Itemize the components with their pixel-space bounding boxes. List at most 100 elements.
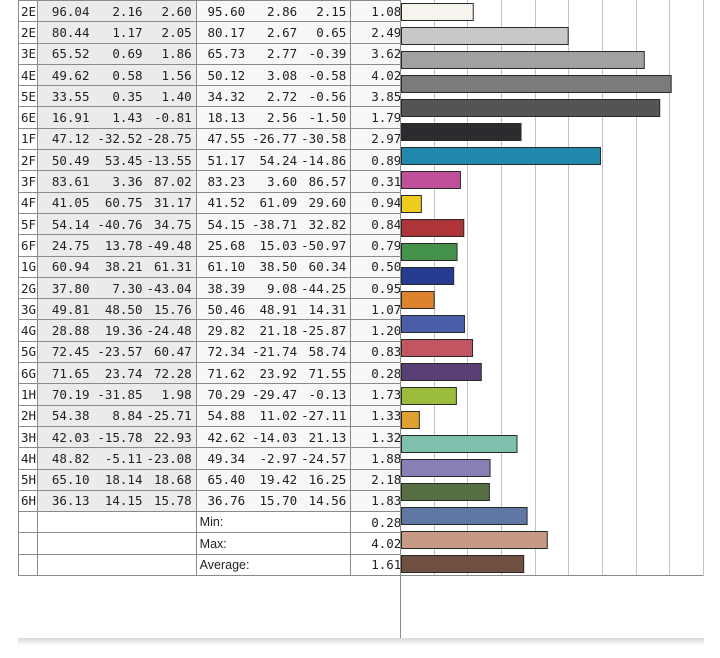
summary-blank-cell — [37, 532, 197, 555]
deltae-bar — [401, 555, 525, 573]
meas-a-cell: -2.97 — [249, 447, 302, 470]
ref-l-cell: 71.65 — [37, 362, 94, 385]
meas-a-cell: -29.47 — [249, 383, 302, 406]
meas-l-cell: 95.60 — [195, 0, 250, 23]
ref-a-cell: 19.36 — [93, 319, 147, 342]
meas-b-cell: 2.15 — [301, 0, 352, 23]
patch-id-cell: 3G — [18, 298, 38, 321]
summary-label: Average: — [195, 553, 352, 577]
ref-l-cell: 33.55 — [37, 85, 94, 108]
deltae-bar — [401, 99, 661, 117]
meas-l-cell: 80.17 — [195, 21, 250, 44]
table-row: 4G 28.88 19.36 -24.48 29.82 21.18 -25.87 1.20 — [18, 319, 407, 342]
table-row: 1F 47.12 -32.52 -28.75 47.55 -26.77 -30.58 2.97 — [18, 127, 407, 151]
deltae-cell: 0.83 — [350, 340, 407, 364]
summary-blank-cell — [18, 511, 38, 534]
patch-id-cell: 5H — [18, 468, 38, 491]
ref-b-cell: 1.40 — [146, 85, 197, 108]
table-row: 2G 37.80 7.30 -43.04 38.39 9.08 -44.25 0.95 — [18, 276, 407, 300]
ref-l-cell: 16.91 — [37, 106, 94, 129]
ref-a-cell: 1.43 — [93, 106, 147, 129]
patch-id-cell: 2H — [18, 404, 38, 427]
meas-a-cell: 61.09 — [249, 191, 302, 214]
ref-a-cell: 0.69 — [93, 42, 147, 65]
meas-l-cell: 71.62 — [195, 362, 250, 385]
deltae-bar-chart — [400, 0, 704, 576]
meas-l-cell: 36.76 — [195, 489, 250, 513]
summary-row: Max: 4.02 — [18, 532, 407, 555]
deltae-cell: 3.62 — [350, 42, 407, 65]
ref-l-cell: 24.75 — [37, 234, 94, 257]
table-row: 6H 36.13 14.15 15.78 36.76 15.70 14.56 1.83 — [18, 489, 407, 513]
deltae-bar — [401, 483, 490, 501]
deltae-cell: 0.94 — [350, 191, 407, 214]
meas-a-cell: 15.70 — [249, 489, 302, 513]
meas-b-cell: 71.55 — [301, 362, 352, 385]
table-row: 6F 24.75 13.78 -49.48 25.68 15.03 -50.97 0.79 — [18, 234, 407, 257]
deltae-bar — [401, 435, 518, 453]
color-patch-table: 2E 96.04 2.16 2.60 95.60 2.86 2.15 1.08 2E 80.44 1… — [18, 0, 407, 577]
ref-l-cell: 65.52 — [37, 42, 94, 65]
summary-value: 4.02 — [350, 532, 407, 555]
meas-l-cell: 18.13 — [195, 106, 250, 129]
patch-id-cell: 5E — [18, 85, 38, 108]
meas-a-cell: 21.18 — [249, 319, 302, 342]
meas-l-cell: 70.29 — [195, 383, 250, 406]
summary-blank-cell — [37, 511, 197, 534]
patch-id-cell: 2F — [18, 149, 38, 172]
ref-l-cell: 41.05 — [37, 191, 94, 214]
meas-b-cell: -50.97 — [301, 234, 352, 257]
ref-l-cell: 36.13 — [37, 489, 94, 513]
ref-a-cell: 48.50 — [93, 298, 147, 321]
ref-l-cell: 80.44 — [37, 21, 94, 44]
meas-b-cell: -24.57 — [301, 447, 352, 470]
meas-l-cell: 49.34 — [195, 447, 250, 470]
ref-a-cell: 60.75 — [93, 191, 147, 214]
ref-b-cell: -43.04 — [146, 276, 197, 300]
deltae-cell: 0.79 — [350, 234, 407, 257]
ref-b-cell: 22.93 — [146, 425, 197, 449]
meas-l-cell: 47.55 — [195, 127, 250, 151]
patch-id-cell: 1F — [18, 127, 38, 151]
ref-a-cell: 23.74 — [93, 362, 147, 385]
table-row: 3G 49.81 48.50 15.76 50.46 48.91 14.31 1.07 — [18, 298, 407, 321]
meas-b-cell: 16.25 — [301, 468, 352, 491]
ref-a-cell: -15.78 — [93, 425, 147, 449]
table-row: 3F 83.61 3.36 87.02 83.23 3.60 86.57 0.31 — [18, 170, 407, 193]
meas-l-cell: 54.15 — [195, 212, 250, 236]
summary-row: Average: 1.61 — [18, 553, 407, 577]
ref-a-cell: -23.57 — [93, 340, 147, 364]
ref-b-cell: 1.98 — [146, 383, 197, 406]
ref-l-cell: 28.88 — [37, 319, 94, 342]
table-row: 5G 72.45 -23.57 60.47 72.34 -21.74 58.74 0.83 — [18, 340, 407, 364]
deltae-cell: 0.28 — [350, 362, 407, 385]
patch-id-cell: 6F — [18, 234, 38, 257]
chart-footer-blank — [400, 576, 704, 638]
ref-a-cell: 7.30 — [93, 276, 147, 300]
ref-l-cell: 54.38 — [37, 404, 94, 427]
meas-b-cell: 58.74 — [301, 340, 352, 364]
meas-l-cell: 34.32 — [195, 85, 250, 108]
chart-background — [400, 0, 703, 576]
deltae-cell: 1.07 — [350, 298, 407, 321]
deltae-cell: 1.20 — [350, 319, 407, 342]
ref-a-cell: 53.45 — [93, 149, 147, 172]
ref-b-cell: -28.75 — [146, 127, 197, 151]
meas-a-cell: 2.86 — [249, 0, 302, 23]
deltae-cell: 0.95 — [350, 276, 407, 300]
ref-b-cell: 61.31 — [146, 255, 197, 278]
meas-l-cell: 29.82 — [195, 319, 250, 342]
deltae-cell: 0.50 — [350, 255, 407, 278]
ref-b-cell: -25.71 — [146, 404, 197, 427]
ref-b-cell: 1.86 — [146, 42, 197, 65]
meas-b-cell: -0.58 — [301, 63, 352, 87]
summary-label: Min: — [195, 511, 352, 534]
meas-b-cell: 32.82 — [301, 212, 352, 236]
patch-id-cell: 6G — [18, 362, 38, 385]
deltae-cell: 1.33 — [350, 404, 407, 427]
patch-id-cell: 2E — [18, 21, 38, 44]
meas-a-cell: 38.50 — [249, 255, 302, 278]
deltae-bar — [401, 291, 435, 309]
meas-b-cell: 60.34 — [301, 255, 352, 278]
meas-b-cell: -14.86 — [301, 149, 352, 172]
